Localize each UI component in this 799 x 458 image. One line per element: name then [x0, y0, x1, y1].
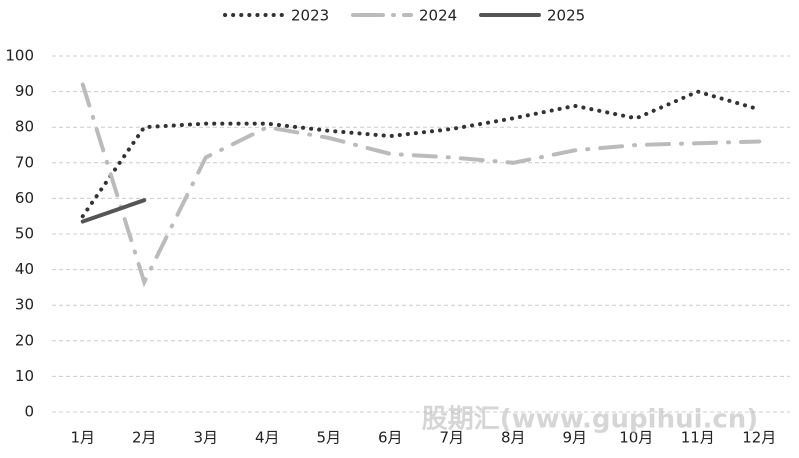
x-tick-label: 9月 [562, 429, 587, 447]
y-tick-label: 50 [15, 225, 34, 243]
legend-label: 2025 [547, 7, 585, 25]
y-tick-label: 60 [15, 189, 34, 207]
x-tick-label: 8月 [501, 429, 526, 447]
y-tick-label: 90 [15, 82, 34, 100]
y-tick-label: 30 [15, 296, 34, 314]
x-tick-label: 2月 [132, 429, 157, 447]
legend-label: 2023 [291, 7, 329, 25]
series-line [80, 82, 762, 288]
y-tick-label: 10 [15, 367, 34, 385]
x-tick-label: 1月 [70, 429, 95, 447]
y-tick-label: 40 [15, 260, 34, 278]
watermark: 股期汇(www.gupihui.cn) [422, 405, 758, 435]
series-line [80, 198, 147, 224]
x-tick-label: 6月 [378, 429, 403, 447]
series-line [80, 89, 762, 219]
x-tick-label: 3月 [193, 429, 218, 447]
y-tick-label: 0 [24, 403, 34, 421]
y-tick-label: 80 [15, 118, 34, 136]
legend-label: 2024 [419, 7, 457, 25]
y-tick-label: 100 [5, 47, 34, 65]
x-tick-label: 11月 [681, 429, 715, 447]
x-tick-label: 7月 [439, 429, 464, 447]
x-tick-label: 12月 [742, 429, 776, 447]
y-tick-label: 70 [15, 153, 34, 171]
x-tick-label: 10月 [619, 429, 653, 447]
y-tick-label: 20 [15, 331, 34, 349]
x-tick-label: 5月 [316, 429, 341, 447]
x-tick-label: 4月 [255, 429, 280, 447]
